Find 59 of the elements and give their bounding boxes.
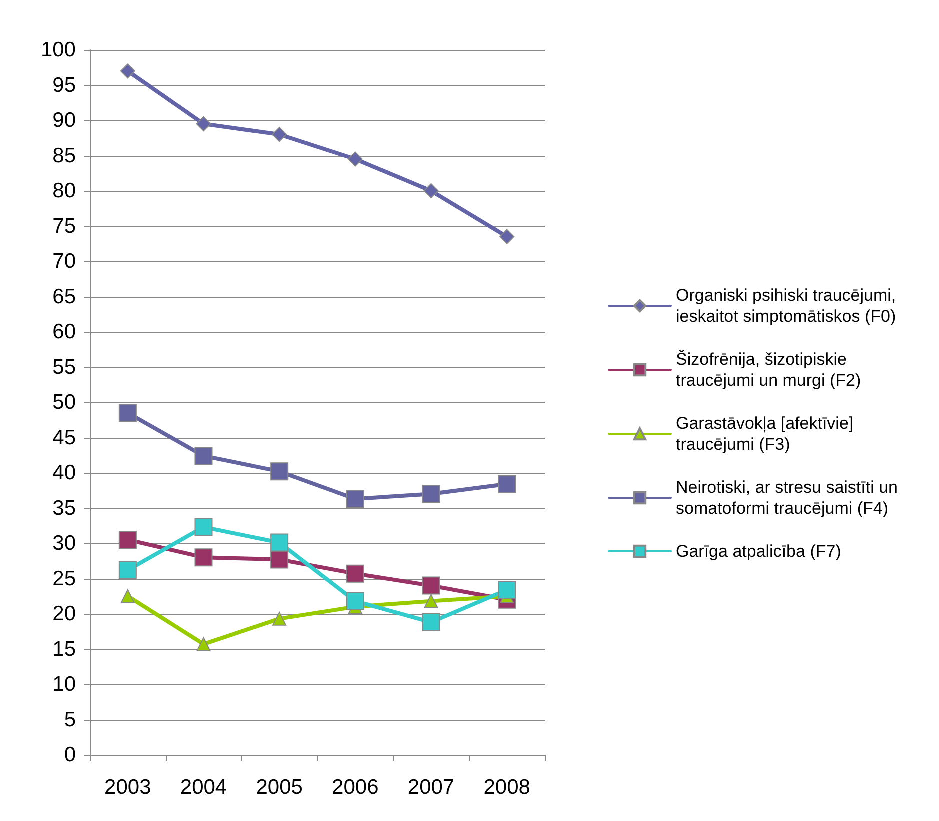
- x-tick-label: 2005: [256, 776, 303, 799]
- point: [346, 564, 364, 583]
- x-tick-label: 2006: [332, 776, 379, 799]
- y-tick-label: 5: [64, 708, 76, 732]
- x-tick-label: 2003: [104, 776, 152, 799]
- point: [346, 592, 364, 610]
- y-tick-label: 0: [64, 744, 76, 766]
- y-tick-label: 85: [52, 144, 76, 168]
- legend-label: Neirotiski, ar stresu saistīti un somatoformi traucējumi (F4): [676, 478, 903, 518]
- x-tick-label: 2007: [408, 776, 455, 799]
- point: [118, 404, 137, 422]
- y-tick-label: 30: [52, 532, 76, 555]
- legend-label: Garastāvokļa [afektīvie] traucējumi (F3): [676, 414, 858, 454]
- point: [498, 475, 516, 494]
- y-tick-label: 70: [52, 250, 76, 273]
- point: [196, 637, 211, 652]
- legend-label: Garīga atpalicība (F7): [676, 542, 842, 561]
- point: [422, 485, 440, 504]
- y-tick-label: 55: [52, 356, 76, 379]
- point: [270, 462, 289, 481]
- point: [194, 548, 213, 567]
- legend-label: Organiski psihiski traucējumi, ieskaitot simptomātiskos (F0): [676, 286, 901, 326]
- y-tick-label: 90: [52, 109, 76, 132]
- y-tick-label: 25: [52, 567, 76, 590]
- point: [120, 64, 136, 79]
- point: [272, 127, 288, 142]
- point: [346, 490, 364, 508]
- point: [196, 116, 212, 132]
- point: [118, 530, 137, 549]
- point: [424, 594, 438, 608]
- y-tick-label: 60: [52, 320, 76, 344]
- y-tick-label: 95: [52, 74, 76, 97]
- point: [272, 612, 287, 626]
- x-tick-label: 2004: [180, 776, 228, 799]
- y-tick-label: 65: [52, 285, 76, 308]
- y-tick-label: 10: [52, 673, 76, 696]
- point: [270, 550, 289, 569]
- y-tick-label: 80: [52, 180, 76, 202]
- point: [424, 184, 439, 198]
- y-tick-label: 40: [52, 462, 76, 484]
- point: [422, 613, 440, 632]
- y-tick-label: 75: [52, 214, 76, 238]
- point: [422, 576, 440, 595]
- point: [270, 534, 289, 552]
- y-tick-label: 45: [52, 426, 76, 450]
- y-tick-label: 100: [40, 38, 76, 62]
- point: [194, 447, 213, 466]
- point: [500, 229, 515, 244]
- point: [498, 581, 516, 600]
- y-tick-label: 35: [52, 496, 76, 520]
- x-tick-label: 2008: [484, 776, 530, 799]
- point: [348, 152, 363, 167]
- y-tick-label: 15: [52, 638, 76, 661]
- y-tick-label: 50: [52, 391, 76, 414]
- y-tick-label: 20: [52, 602, 76, 626]
- point: [120, 589, 135, 604]
- legend-label: Šizofrēnija, šizotipiskie traucējumi un murgi (F2): [676, 350, 862, 390]
- point: [194, 518, 213, 536]
- point: [118, 561, 137, 580]
